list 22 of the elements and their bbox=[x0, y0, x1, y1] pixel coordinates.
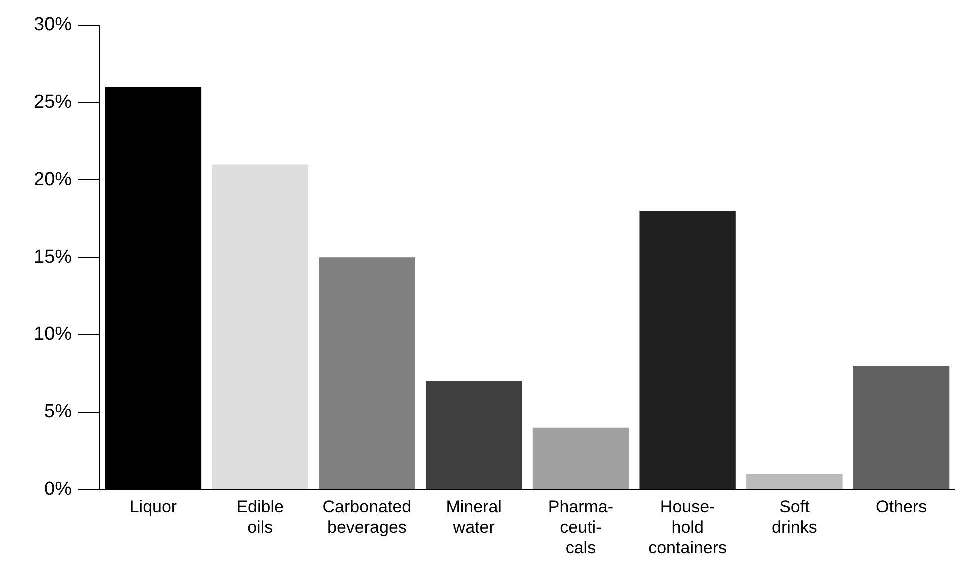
x-tick-label: Carbonated beverages bbox=[322, 498, 412, 538]
x-tick-label: Others bbox=[876, 498, 928, 517]
x-tick-label: Edible oils bbox=[236, 498, 284, 538]
bar bbox=[319, 258, 416, 490]
bar bbox=[746, 474, 843, 490]
bar bbox=[532, 428, 630, 490]
bar bbox=[640, 211, 736, 490]
x-tick-label: Mineral water bbox=[446, 498, 502, 538]
y-tick-label: 25% bbox=[34, 92, 72, 114]
y-tick-label: 30% bbox=[34, 14, 72, 36]
x-tick-label: Soft drinks bbox=[772, 498, 818, 538]
y-tick-label: 10% bbox=[34, 324, 72, 346]
x-tick-label: House- hold containers bbox=[648, 498, 728, 558]
bar bbox=[426, 381, 522, 490]
x-tick-label: Liquor bbox=[130, 498, 178, 517]
bar bbox=[212, 164, 308, 490]
y-tick-label: 20% bbox=[34, 169, 72, 190]
y-tick-label: 0% bbox=[44, 479, 72, 500]
y-tick-label: 5% bbox=[44, 402, 72, 423]
bar bbox=[853, 366, 950, 490]
y-tick-label: 15% bbox=[34, 246, 72, 268]
x-tick-label: Pharma- ceuti- cals bbox=[548, 498, 614, 558]
